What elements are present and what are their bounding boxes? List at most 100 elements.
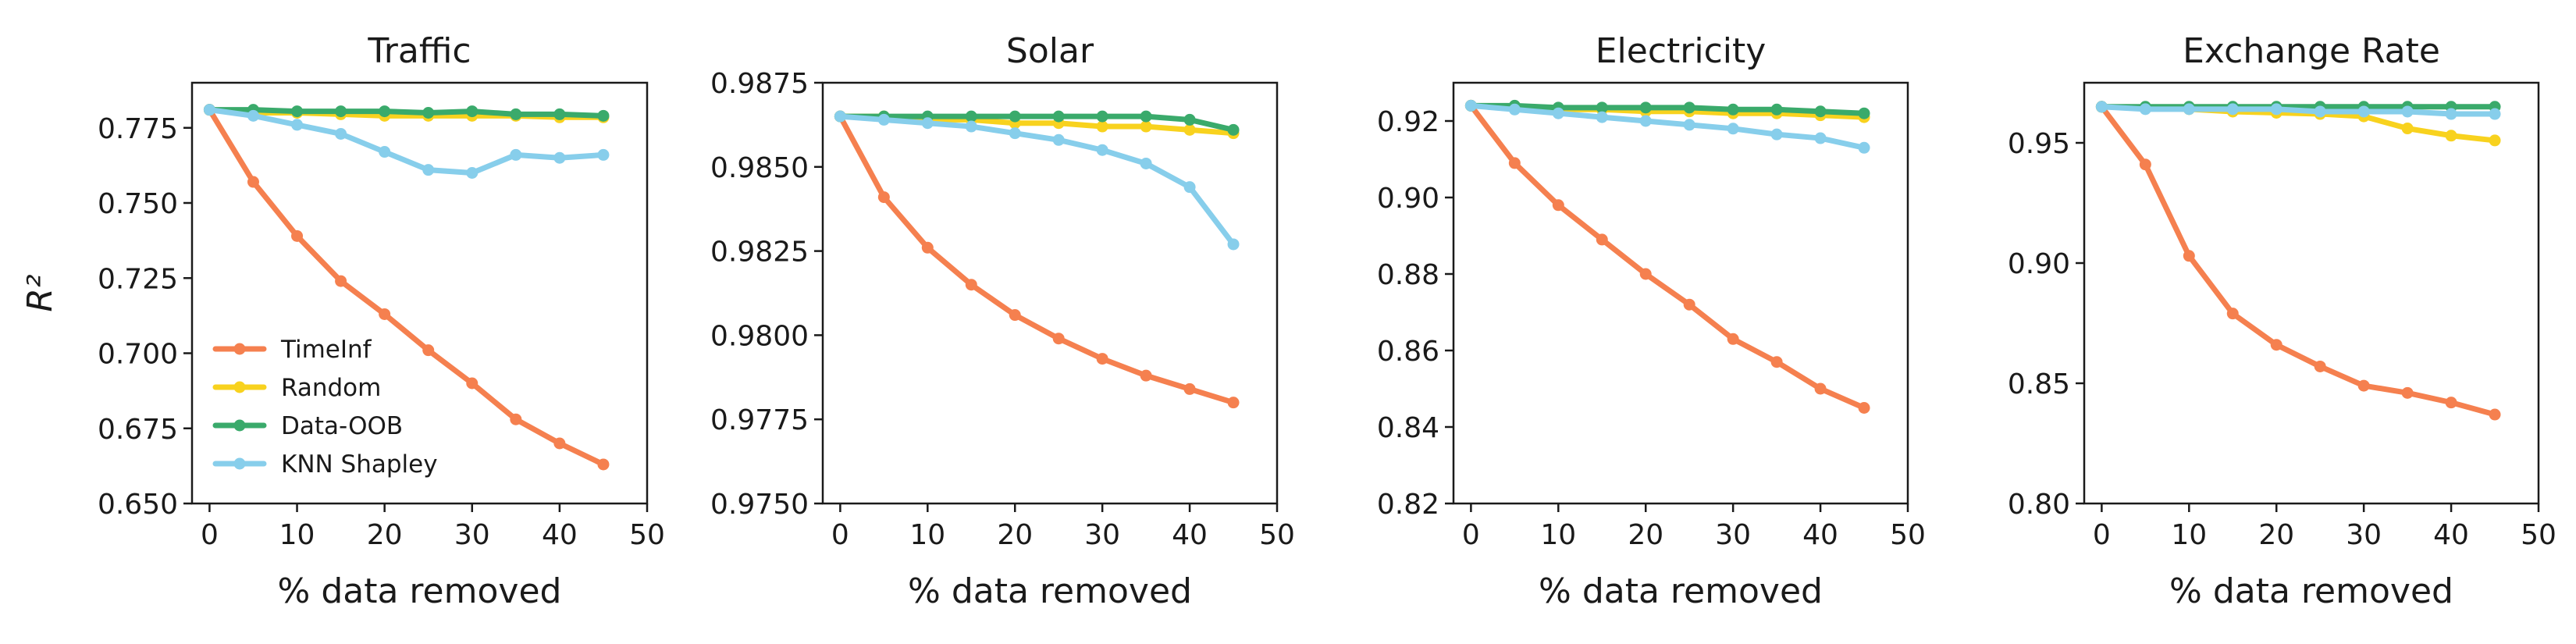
- data-point: [1770, 356, 1783, 368]
- x-tick-label: 0: [831, 519, 849, 551]
- data-point: [247, 109, 259, 122]
- legend-marker: [233, 381, 246, 393]
- data-point: [510, 108, 522, 120]
- data-point: [1770, 103, 1783, 116]
- data-point: [2139, 103, 2151, 116]
- x-tick-label: 0: [2093, 519, 2111, 551]
- y-tick-label: 0.9825: [710, 237, 809, 269]
- data-point: [965, 110, 977, 123]
- legend: TimeInf Random Data-OOB KNN Shapley: [212, 336, 438, 479]
- series-timeinf: [834, 110, 1240, 409]
- legend-item: Data-OOB: [212, 412, 403, 440]
- y-axis-label: R²: [20, 274, 60, 311]
- data-point: [1096, 120, 1108, 133]
- y-tick-label: 0.725: [98, 263, 178, 295]
- data-point: [1009, 127, 1021, 140]
- x-tick-label: 20: [997, 519, 1033, 551]
- data-point: [1858, 141, 1870, 154]
- series-knn-shapley: [2095, 101, 2501, 120]
- legend-label: Random: [281, 374, 381, 402]
- series-line: [206, 107, 607, 119]
- y-tick-label: 0.9850: [710, 152, 809, 184]
- data-point: [1727, 333, 1739, 345]
- y-tick-label: 0.95: [2008, 128, 2070, 160]
- data-point: [2226, 308, 2239, 320]
- y-tick-label: 0.92: [1377, 106, 1439, 138]
- data-point: [1683, 119, 1695, 131]
- data-point: [510, 148, 522, 161]
- data-point: [2401, 105, 2414, 118]
- series-line: [837, 113, 1236, 406]
- series-timeinf: [2095, 101, 2501, 421]
- data-point: [422, 107, 435, 119]
- data-point: [203, 104, 215, 116]
- x-tick-label: 20: [367, 519, 403, 551]
- y-tick-label: 0.86: [1377, 336, 1439, 368]
- data-point: [1183, 382, 1196, 395]
- data-point: [1814, 105, 1827, 118]
- data-point: [1183, 113, 1196, 126]
- y-tick-label: 0.9875: [710, 68, 809, 100]
- data-point: [335, 105, 347, 118]
- x-tick-label: 10: [2171, 519, 2207, 551]
- data-point: [422, 164, 435, 176]
- data-point: [1596, 111, 1608, 123]
- x-tick-label: 50: [2521, 519, 2556, 551]
- x-axis-label: % data removed: [1539, 571, 1823, 611]
- series-knn-shapley: [203, 104, 610, 179]
- data-point: [834, 110, 846, 123]
- x-tick-label: 0: [201, 519, 219, 551]
- data-point: [1052, 133, 1065, 146]
- data-point: [597, 109, 610, 122]
- y-tick-label: 0.90: [2008, 248, 2070, 280]
- data-point: [335, 127, 347, 140]
- data-point: [466, 167, 479, 179]
- data-point: [291, 119, 304, 131]
- x-tick-label: 40: [1802, 519, 1838, 551]
- series-knn-shapley: [834, 110, 1240, 251]
- data-point: [1227, 238, 1240, 251]
- data-point: [1009, 110, 1021, 123]
- plot-frame: [821, 81, 1279, 505]
- data-point: [466, 105, 479, 118]
- data-point: [1814, 132, 1827, 144]
- legend-marker: [233, 343, 246, 355]
- data-point: [1727, 123, 1739, 135]
- legend-item: TimeInf: [212, 336, 372, 364]
- data-point: [1140, 110, 1152, 123]
- data-point: [1639, 115, 1652, 127]
- chart-panel-2: Solar 0 10 20 30 40 50 0.9750 0.9775 0.9800 0.9825…: [710, 31, 1295, 611]
- data-point: [2139, 158, 2151, 171]
- data-point: [2445, 397, 2457, 409]
- y-tick-label: 0.88: [1377, 259, 1439, 291]
- data-point: [291, 105, 304, 118]
- plot-frame: [190, 81, 649, 505]
- y-tick-label: 0.9750: [710, 489, 809, 521]
- y-tick-label: 0.750: [98, 188, 178, 220]
- data-point: [1227, 397, 1240, 409]
- data-point: [2357, 105, 2370, 118]
- data-point: [1639, 268, 1652, 280]
- x-tick-label: 50: [1890, 519, 1926, 551]
- data-point: [1508, 103, 1521, 116]
- data-point: [2314, 360, 2326, 372]
- x-tick-label: 30: [1715, 519, 1751, 551]
- data-point: [2445, 130, 2457, 142]
- y-tick-label: 0.700: [98, 339, 178, 371]
- data-point: [2095, 101, 2108, 113]
- legend-marker: [233, 419, 246, 432]
- y-tick-label: 0.9800: [710, 320, 809, 352]
- data-point: [1596, 101, 1608, 114]
- panel-title: Traffic: [367, 31, 471, 71]
- series-line: [837, 113, 1236, 247]
- x-tick-label: 20: [2258, 519, 2294, 551]
- x-tick-label: 40: [1172, 519, 1208, 551]
- data-point: [1683, 101, 1695, 114]
- y-tick-label: 0.84: [1377, 412, 1439, 444]
- data-point: [2445, 108, 2457, 120]
- data-point: [379, 308, 391, 320]
- y-tick-label: 0.675: [98, 414, 178, 446]
- data-point: [1140, 369, 1152, 382]
- x-axis-label: % data removed: [2169, 571, 2453, 611]
- x-tick-label: 10: [909, 519, 945, 551]
